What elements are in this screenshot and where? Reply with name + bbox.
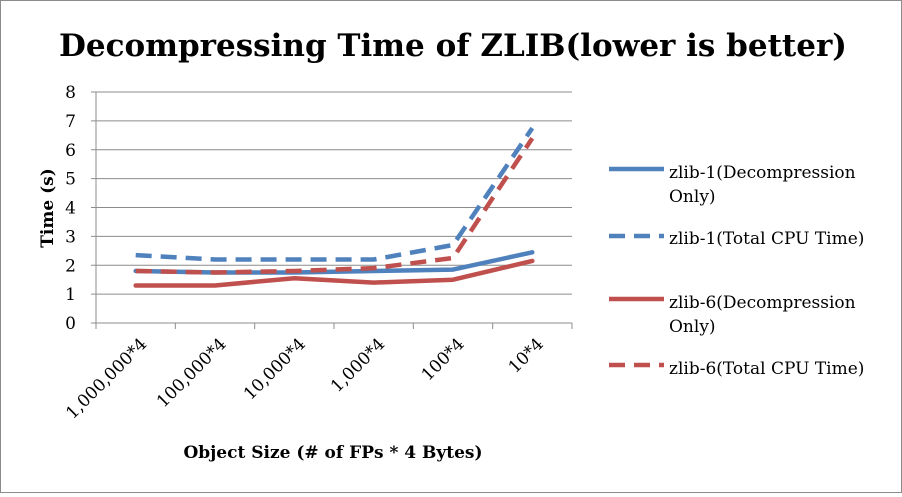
x-tick-label: 1,000*4: [327, 334, 389, 396]
series-line-4: [135, 136, 535, 275]
y-tick-label: 8: [65, 83, 76, 103]
axes: [91, 91, 573, 329]
x-tick-label: 10*4: [505, 334, 548, 377]
y-tick-label: 0: [65, 314, 76, 334]
legend-label: Only): [669, 187, 716, 207]
gridlines: [96, 91, 572, 295]
legend: zlib-1(Decompression Only) zlib-1(Total CP…: [609, 163, 864, 379]
x-tick-label: 100,000*4: [153, 334, 231, 412]
y-tick-label: 3: [65, 227, 76, 247]
series-line-1: [133, 250, 535, 275]
y-axis-title: Time (s): [38, 168, 58, 248]
x-tick-labels: 1,000,000*4 100,000*4 10,000*4 1,000*4 100*4…: [62, 334, 548, 423]
y-tick-labels: 0 1 2 3 4 5 6 7 8: [65, 83, 76, 334]
x-tick-label: 100*4: [418, 334, 469, 385]
series-lines: [133, 126, 535, 288]
y-tick-label: 2: [65, 256, 76, 276]
legend-label: zlib-6(Total CPU Time): [669, 359, 864, 379]
x-tick-label: 10,000*4: [240, 334, 310, 404]
legend-label: zlib-1(Decompression: [669, 163, 856, 183]
series-line-3: [133, 258, 535, 288]
legend-label: zlib-1(Total CPU Time): [669, 229, 864, 249]
chart-title: Decompressing Time of ZLIB(lower is bett…: [59, 28, 847, 64]
legend-label: zlib-6(Decompression: [669, 293, 856, 313]
y-tick-label: 6: [65, 141, 76, 161]
x-axis-title: Object Size (# of FPs * 4 Bytes): [183, 443, 482, 463]
x-tick-label: 1,000,000*4: [62, 334, 151, 423]
series-line-2: [135, 126, 535, 262]
y-tick-label: 1: [65, 285, 76, 305]
y-tick-label: 5: [65, 170, 76, 190]
y-tick-label: 7: [65, 112, 76, 132]
y-tick-label: 4: [65, 199, 76, 219]
legend-label: Only): [669, 317, 716, 337]
